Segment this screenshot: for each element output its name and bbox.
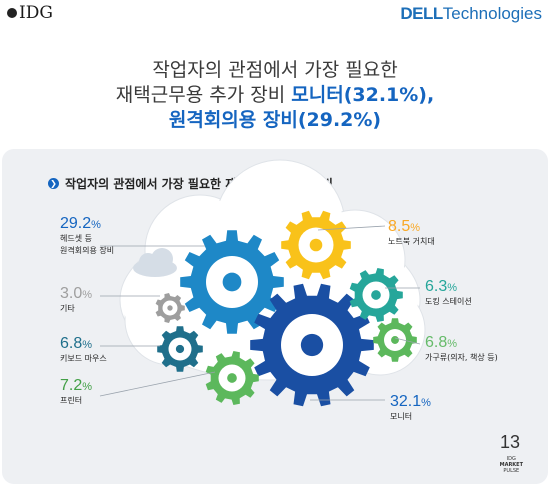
- item-printer-label: 프린터: [60, 396, 83, 405]
- item-other: 3.0% 기타: [60, 285, 92, 315]
- yellow-gear-icon: [281, 210, 351, 280]
- headline-line-3: 원격회의용 장비(29.2%): [0, 108, 550, 133]
- headline-line-2: 재택근무용 추가 장비 모니터(32.1%),: [0, 83, 550, 108]
- idg-logo-text: IDG: [19, 3, 53, 23]
- item-headset-label-2: 원격회의용 장비: [60, 246, 115, 255]
- idg-logo: IDG: [7, 3, 53, 23]
- item-keyboard-mouse-percent: 6.8%: [60, 335, 93, 352]
- item-monitor-label: 모니터: [390, 412, 413, 421]
- item-keyboard-mouse-label: 키보드 마우스: [60, 354, 107, 363]
- teal-gear-icon: [349, 268, 403, 322]
- large-blue-gear-icon: [180, 230, 284, 334]
- item-furniture: 6.8% 가구류(의자, 책상 등): [425, 334, 498, 364]
- idg-market-pulse-logo: IDG MARKET PULSE: [499, 456, 523, 474]
- item-keyboard-mouse: 6.8% 키보드 마우스: [60, 335, 107, 365]
- item-monitor: 32.1% 모니터: [390, 393, 431, 423]
- headline-line-2-prefix: 재택근무용 추가 장비: [115, 84, 292, 106]
- dark-teal-gear-icon: [157, 326, 203, 372]
- item-docking-station: 6.3% 도킹 스테이션: [425, 278, 472, 308]
- item-furniture-label: 가구류(의자, 책상 등): [425, 353, 498, 362]
- item-monitor-percent: 32.1%: [390, 393, 431, 410]
- headline-monitor-highlight: 모니터(32.1%),: [291, 84, 435, 106]
- item-laptop-stand-percent: 8.5%: [388, 218, 421, 235]
- item-other-label: 기타: [60, 304, 75, 313]
- headline-line-1: 작업자의 관점에서 가장 필요한: [152, 59, 398, 81]
- large-navy-gear-icon: [250, 283, 374, 407]
- headline-remote-highlight: 원격회의용 장비(29.2%): [168, 109, 382, 131]
- idg-logo-dot-icon: [7, 8, 17, 18]
- item-other-percent: 3.0%: [60, 285, 93, 302]
- item-laptop-stand-label: 노트북 거치대: [388, 237, 435, 246]
- item-docking-station-percent: 6.3%: [425, 278, 458, 295]
- item-printer: 7.2% 프린터: [60, 377, 92, 407]
- dell-logo-bold: DELL: [400, 4, 443, 23]
- item-headset-label: 헤드셋 등: [60, 234, 92, 243]
- item-printer-percent: 7.2%: [60, 377, 93, 394]
- gray-gear-icon: [155, 293, 185, 323]
- dell-logo-rest: Technologies: [442, 4, 542, 23]
- item-headset: 29.2% 헤드셋 등 원격회의용 장비: [60, 215, 114, 257]
- item-laptop-stand: 8.5% 노트북 거치대: [388, 218, 435, 248]
- item-headset-percent: 29.2%: [60, 215, 101, 232]
- light-green-gear-icon: [373, 318, 417, 362]
- item-furniture-percent: 6.8%: [425, 334, 458, 351]
- small-cloud-icon: [133, 248, 177, 277]
- chevron-right-icon: ❯: [48, 178, 59, 189]
- dell-technologies-logo: DELLTechnologies: [400, 4, 542, 24]
- item-docking-station-label: 도킹 스테이션: [425, 297, 472, 306]
- leader-lines: [99, 225, 421, 401]
- green-gear-icon: [205, 351, 259, 405]
- page-number: 13: [499, 432, 520, 452]
